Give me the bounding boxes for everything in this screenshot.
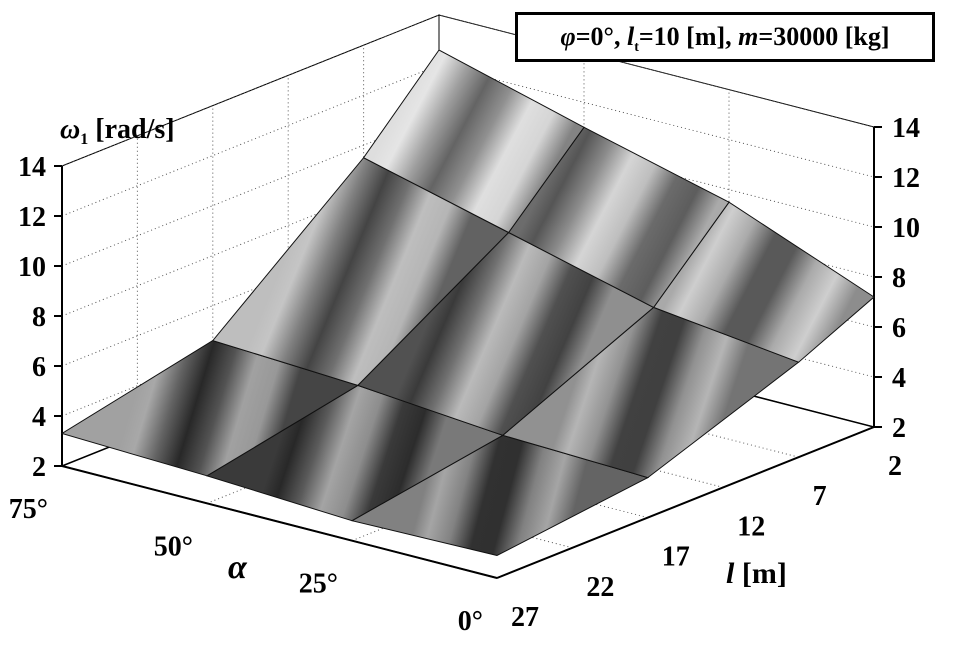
l-axis-label: l [m]	[726, 557, 787, 590]
z-tick-label-left: 14	[18, 152, 46, 183]
tick-labels: 224466881010121214140°25°50°75°271217222…	[9, 113, 920, 637]
z-tick-label-right: 8	[892, 263, 906, 294]
z-tick-label-left: 2	[32, 452, 46, 483]
z-tick-label-right: 14	[892, 113, 920, 144]
alpha-axis-line	[61, 465, 498, 579]
z-tick-label-left: 4	[32, 402, 46, 433]
z-tick-label-right: 10	[892, 213, 920, 244]
parameter-annotation: φ=0°, lt=10 [m], m=30000 [kg]	[515, 12, 935, 62]
alpha-tick-label: 25°	[299, 569, 338, 600]
alpha-tick-label: 50°	[154, 531, 193, 562]
l-tick-label: 2	[888, 451, 902, 482]
z-tick-label-left: 10	[18, 252, 46, 283]
l-tick-label: 7	[813, 481, 827, 512]
z-axis-label: ω1 [rad/s]	[60, 114, 175, 148]
l-axis-line	[496, 426, 875, 579]
surface	[60, 49, 875, 557]
z-tick-label-right: 4	[892, 363, 906, 394]
surface-patch	[362, 49, 585, 234]
z-tick-label-right: 12	[892, 163, 920, 194]
alpha-tick-label: 0°	[458, 606, 483, 637]
z-tick-label-left: 8	[32, 302, 46, 333]
z-tick-label-left: 6	[32, 352, 46, 383]
l-tick-label: 17	[662, 542, 690, 573]
z-tick-label-left: 12	[18, 202, 46, 233]
alpha-axis-label: α	[228, 549, 248, 586]
z-tick-label-right: 2	[892, 413, 906, 444]
l-tick-label: 22	[586, 572, 614, 603]
l-tick-label: 12	[737, 511, 765, 542]
alpha-tick-label: 75°	[9, 494, 48, 525]
l-tick-label: 27	[511, 602, 539, 633]
z-tick-label-right: 6	[892, 313, 906, 344]
